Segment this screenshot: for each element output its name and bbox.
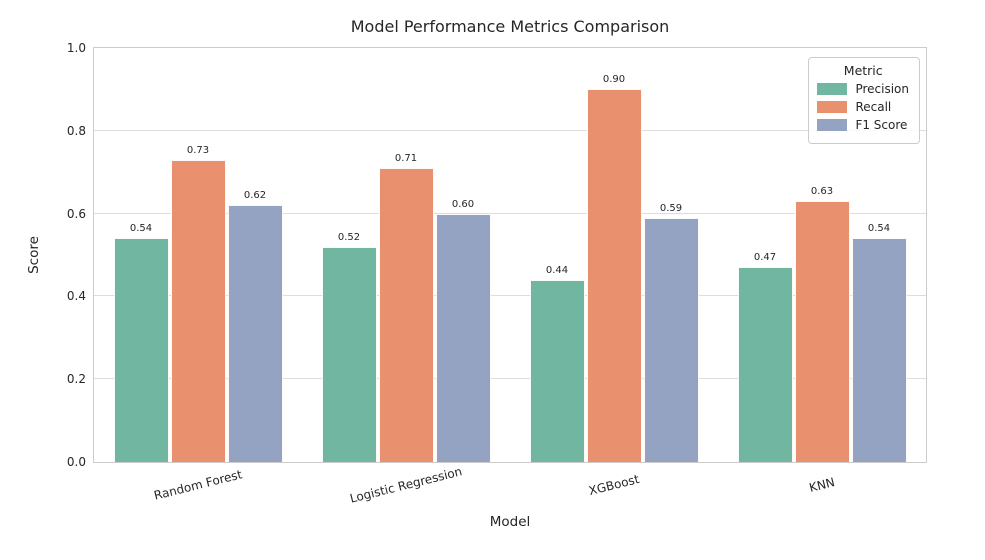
bar-group-random-forest: 0.54 0.73 0.62 bbox=[94, 48, 302, 462]
bar-value-label: 0.44 bbox=[545, 264, 569, 276]
y-tick-label: 0.8 bbox=[66, 123, 86, 138]
y-tick-label: 0.2 bbox=[66, 372, 86, 387]
y-tick-label: 0.4 bbox=[66, 289, 86, 304]
legend-swatch-precision bbox=[817, 83, 848, 95]
x-axis-label: Model bbox=[489, 514, 531, 530]
plot-area: Model Performance Metrics Comparison Sco… bbox=[26, 17, 927, 530]
bar-group-logistic-regression: 0.52 0.71 0.60 bbox=[302, 48, 510, 462]
bar-value-label: 0.59 bbox=[659, 202, 683, 214]
x-tick-label-logistic-regression: Logistic Regression bbox=[348, 464, 464, 506]
legend-title: Metric bbox=[843, 63, 883, 78]
legend: Metric Precision Recall F1 Score bbox=[808, 57, 920, 144]
bar-f1-score-knn: 0.54 bbox=[851, 223, 907, 462]
gridline bbox=[94, 295, 926, 297]
bar-group-xgboost: 0.44 0.90 0.59 bbox=[510, 48, 718, 462]
bar-value-label: 0.47 bbox=[753, 252, 777, 264]
bar-recall-xgboost: 0.90 bbox=[586, 74, 642, 462]
legend-label: Precision bbox=[855, 82, 909, 96]
bar-precision-random-forest: 0.54 bbox=[113, 223, 169, 462]
bar-value-label: 0.54 bbox=[867, 223, 891, 235]
bar-value-label: 0.63 bbox=[810, 186, 834, 198]
gridline bbox=[94, 212, 926, 214]
gridline bbox=[94, 129, 926, 131]
legend-swatch-recall bbox=[817, 101, 848, 113]
bar-value-label: 0.71 bbox=[394, 153, 418, 165]
bar-recall-knn: 0.63 bbox=[794, 186, 850, 462]
gridline bbox=[94, 378, 926, 380]
bar-value-label: 0.90 bbox=[602, 74, 626, 86]
bar-precision-xgboost: 0.44 bbox=[529, 265, 585, 462]
y-axis-label: Score bbox=[26, 236, 42, 274]
x-tick-label-random-forest: Random Forest bbox=[152, 467, 244, 503]
x-axis-ticks: Random Forest Logistic Regression XGBoost K… bbox=[94, 462, 926, 510]
bar-f1-score-xgboost: 0.59 bbox=[643, 203, 699, 462]
x-tick-label-xgboost: XGBoost bbox=[587, 471, 641, 499]
chart-title: Model Performance Metrics Comparison bbox=[350, 17, 670, 36]
y-tick-label: 0.6 bbox=[66, 206, 86, 221]
x-tick-label-knn: KNN bbox=[807, 475, 837, 495]
bar-group-knn: 0.47 0.63 0.54 bbox=[718, 48, 926, 462]
legend-label: Recall bbox=[855, 100, 892, 114]
legend-entry-f1-score: F1 Score bbox=[817, 118, 909, 132]
bar-recall-logistic-regression: 0.71 bbox=[378, 153, 434, 462]
legend-entries: Precision Recall F1 Score bbox=[817, 82, 909, 132]
bar-value-label: 0.54 bbox=[129, 223, 153, 235]
legend-entry-precision: Precision bbox=[817, 82, 909, 96]
bar-value-label: 0.60 bbox=[451, 198, 475, 210]
legend-swatch-f1-score bbox=[817, 119, 848, 131]
bar-value-label: 0.73 bbox=[186, 144, 210, 156]
bar-recall-random-forest: 0.73 bbox=[170, 145, 226, 462]
legend-entry-recall: Recall bbox=[817, 100, 909, 114]
legend-label: F1 Score bbox=[855, 118, 908, 132]
bar-precision-logistic-regression: 0.52 bbox=[321, 232, 377, 462]
y-tick-label: 0.0 bbox=[66, 455, 86, 469]
bar-value-label: 0.62 bbox=[243, 190, 267, 202]
bar-value-label: 0.52 bbox=[337, 231, 361, 243]
bar-f1-score-logistic-regression: 0.60 bbox=[435, 199, 491, 462]
y-tick-label: 1.0 bbox=[66, 41, 86, 55]
bar-f1-score-random-forest: 0.62 bbox=[227, 190, 283, 462]
bar-precision-knn: 0.47 bbox=[737, 252, 793, 462]
